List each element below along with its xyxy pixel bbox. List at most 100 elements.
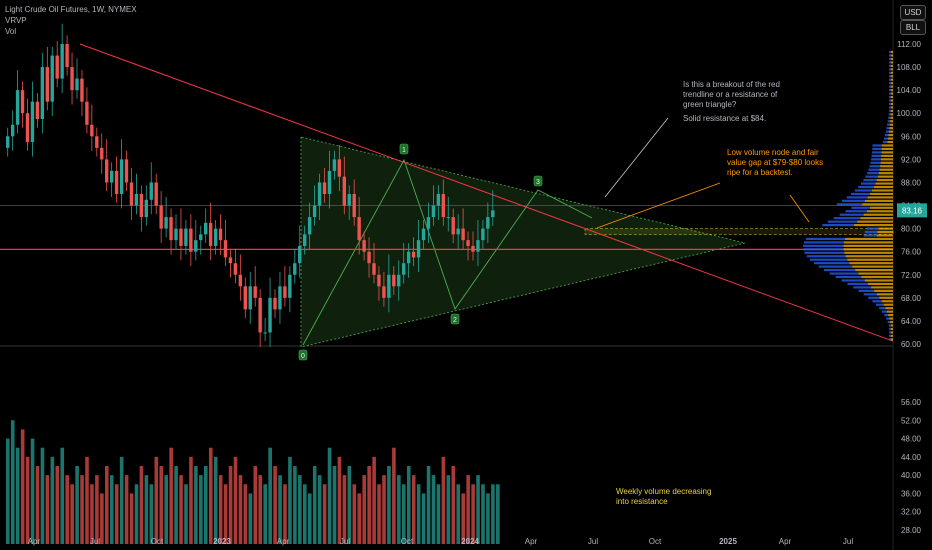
volume-bar — [431, 475, 436, 544]
volume-bar — [426, 466, 431, 544]
volume-profile-up — [836, 203, 863, 206]
volume-profile-down — [871, 286, 893, 289]
candle-body — [402, 263, 406, 275]
candle-body — [179, 228, 183, 246]
x-axis-label: 2025 — [719, 537, 737, 546]
candle-body — [169, 217, 173, 241]
current-price-label: 83.16 — [902, 206, 923, 215]
volume-bar — [124, 475, 129, 544]
volume-bar — [50, 456, 55, 544]
unit-bll-button[interactable]: BLL — [900, 20, 926, 35]
volume-bar — [233, 456, 238, 544]
price-axis-tick: 100.00 — [897, 109, 922, 118]
volume-profile-up — [861, 182, 876, 185]
volume-profile-up — [871, 158, 881, 161]
candle-body — [332, 159, 337, 171]
volume-bar — [144, 475, 149, 544]
volume-bar — [208, 447, 213, 544]
candle-body — [189, 228, 193, 252]
volume-bar — [238, 475, 243, 544]
volume-profile-up — [863, 179, 877, 182]
volume-bar — [15, 447, 20, 544]
volume-bar — [436, 484, 441, 544]
volume-profile-up — [835, 275, 862, 279]
volume-profile-up — [863, 234, 877, 237]
volume-profile-up — [889, 331, 891, 334]
volume-bar — [199, 475, 203, 544]
volume-profile-up — [889, 338, 891, 341]
x-axis-label: Jul — [340, 537, 350, 546]
candle-body — [372, 263, 376, 275]
indicator-vrvp[interactable]: VRVP — [5, 16, 27, 25]
volume-profile-up — [889, 99, 891, 102]
volume-bar — [154, 456, 159, 544]
volume-profile-down — [867, 282, 893, 286]
candle-body — [174, 228, 178, 241]
candle-body — [144, 199, 148, 218]
candle-body — [327, 170, 332, 194]
candle-body — [486, 217, 490, 229]
volume-bar — [496, 484, 500, 544]
annotation-volume-node: Low volume node and fair — [727, 148, 819, 157]
volume-profile-down — [870, 206, 893, 209]
volume-profile-down — [890, 92, 893, 95]
symbol-title[interactable]: Light Crude Oil Futures, 1W, NYMEX — [5, 5, 137, 14]
volume-bar — [263, 484, 267, 544]
candle-body — [288, 274, 292, 298]
indicator-volume[interactable]: Vol — [5, 27, 17, 36]
candle-body — [382, 286, 386, 298]
candle-body — [154, 182, 158, 206]
volume-profile-up — [886, 127, 890, 130]
candle-body — [471, 245, 475, 252]
volume-profile-up — [803, 248, 844, 251]
x-axis-label: 2024 — [461, 537, 479, 546]
volume-bar — [283, 484, 287, 544]
volume-profile-up — [872, 300, 882, 303]
volume-profile-down — [872, 189, 893, 192]
candle-body — [421, 228, 426, 241]
pattern-point-label: 2 — [453, 317, 457, 324]
volume-bar — [446, 475, 451, 544]
volume-profile-up — [889, 102, 891, 106]
volume-bar — [70, 484, 74, 544]
pattern-point-badge — [533, 175, 543, 187]
volume-profile-up — [841, 279, 865, 282]
volume-profile-down — [881, 144, 893, 147]
price-axis-tick: 112.00 — [897, 40, 921, 49]
currency-usd-button[interactable]: USD — [900, 5, 926, 20]
volume-profile-up — [827, 220, 858, 223]
pattern-point-label: 0 — [301, 353, 305, 360]
volume-bar — [105, 466, 109, 544]
volume-profile-down — [880, 165, 893, 168]
volume-profile-down — [878, 172, 893, 175]
price-axis-tick: 88.00 — [901, 178, 922, 187]
volume-profile-up — [803, 241, 845, 244]
volume-profile-down — [864, 199, 893, 202]
volume-profile-down — [877, 175, 893, 178]
volume-profile-down — [878, 227, 893, 230]
x-axis-label: Oct — [649, 537, 662, 546]
pattern-point-badge — [399, 143, 409, 155]
price-axis-tick: 72.00 — [901, 271, 922, 280]
volume-bar — [248, 493, 253, 544]
annotation-arrow-white — [604, 117, 669, 198]
volume-profile-down — [843, 244, 893, 247]
candle-body — [362, 240, 366, 252]
candle-body — [387, 274, 391, 298]
volume-bar — [273, 466, 277, 544]
candle-body — [307, 217, 312, 235]
volume-profile-down — [881, 300, 893, 303]
volume-bar — [476, 475, 480, 544]
candle-body — [357, 217, 361, 241]
candle-body — [124, 159, 129, 183]
volume-bar — [75, 466, 79, 544]
volume-bar — [342, 475, 347, 544]
volume-profile-down — [890, 106, 893, 109]
volume-bar — [139, 466, 144, 544]
volume-profile-down — [890, 54, 893, 57]
volume-profile-up — [814, 262, 850, 265]
volume-profile-up — [889, 106, 891, 109]
candle-body — [461, 228, 465, 241]
x-axis-label: Jul — [843, 537, 853, 546]
